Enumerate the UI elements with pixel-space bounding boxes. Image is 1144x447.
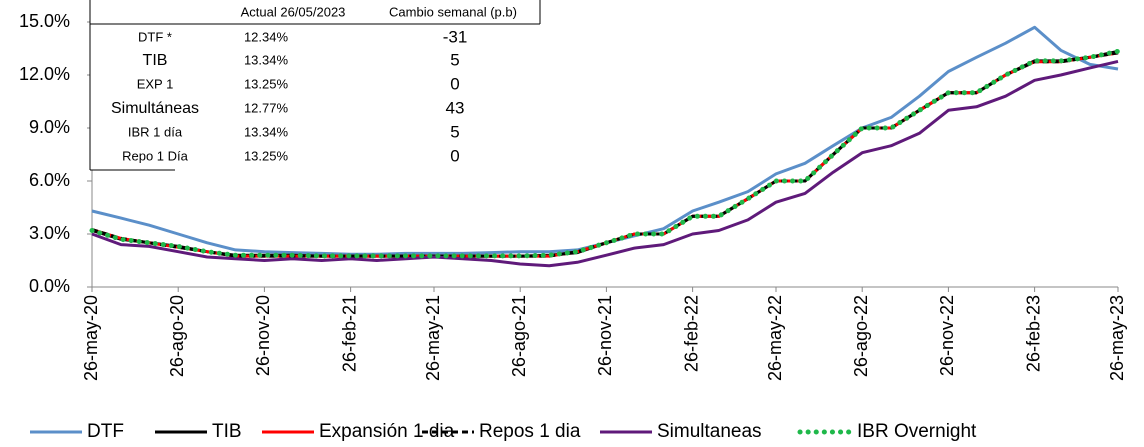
summary-table: Actual 26/05/2023 Cambio semanal (p.b) DTF… [89,0,541,171]
x-tick-label: 26-nov-20 [253,295,273,376]
table-cell: 5 [450,122,459,141]
x-tick-label: 26-ago-22 [851,295,871,377]
x-tick-label: 26-nov-22 [937,295,957,376]
y-tick-label: 0.0% [29,276,70,296]
x-tick-label: 26-may-23 [1107,295,1127,381]
legend-label: Simultaneas [657,421,762,442]
legend-label: Expansión 1 dia [319,421,455,442]
series-line [91,51,1119,258]
x-tick-label: 26-may-21 [423,295,443,381]
table-cell: Repo 1 Día [122,148,189,163]
x-tick-label: 26-may-20 [81,295,101,381]
table-background [90,0,540,24]
table-cell: 13.34% [244,52,289,67]
x-tick-label: 26-may-22 [765,295,785,381]
table-cell: 5 [450,50,459,69]
y-tick-label: 9.0% [29,117,70,137]
table-header: Cambio semanal (p.b) [389,4,517,19]
x-tick-label: 26-nov-21 [595,295,615,376]
legend-label: TIB [212,421,242,442]
table-cell: 13.25% [244,148,289,163]
table-cell: EXP 1 [137,76,174,91]
table-cell: Simultáneas [111,100,199,117]
x-tick-label: 26-ago-20 [167,295,187,377]
table-cell: TIB [143,52,168,69]
table-cell: DTF * [138,29,172,44]
x-tick-label: 26-feb-23 [1023,295,1043,372]
table-cell: 13.34% [244,124,289,139]
table-cell: 12.34% [244,29,289,44]
table-cell: 43 [446,98,465,117]
legend-label: Repos 1 dia [479,421,581,442]
y-tick-label: 12.0% [19,64,70,84]
series-line [89,48,1121,259]
x-tick-label: 26-feb-22 [681,295,701,372]
table-cell: -31 [443,27,468,46]
table-cell: 13.25% [244,76,289,91]
x-tick-label: 26-feb-21 [339,295,359,372]
legend-label: DTF [87,421,124,442]
y-tick-label: 15.0% [19,11,70,31]
table-cell: 0 [450,74,459,93]
series-line [91,59,1119,268]
y-tick-label: 6.0% [29,170,70,190]
table-cell: 12.77% [244,100,289,115]
table-header: Actual 26/05/2023 [241,4,346,19]
table-background [90,24,175,170]
legend-label: IBR Overnight [857,421,977,442]
table-cell: IBR 1 día [128,124,183,139]
y-tick-label: 3.0% [29,223,70,243]
x-tick-label: 26-ago-21 [509,295,529,377]
table-cell: 0 [450,146,459,165]
